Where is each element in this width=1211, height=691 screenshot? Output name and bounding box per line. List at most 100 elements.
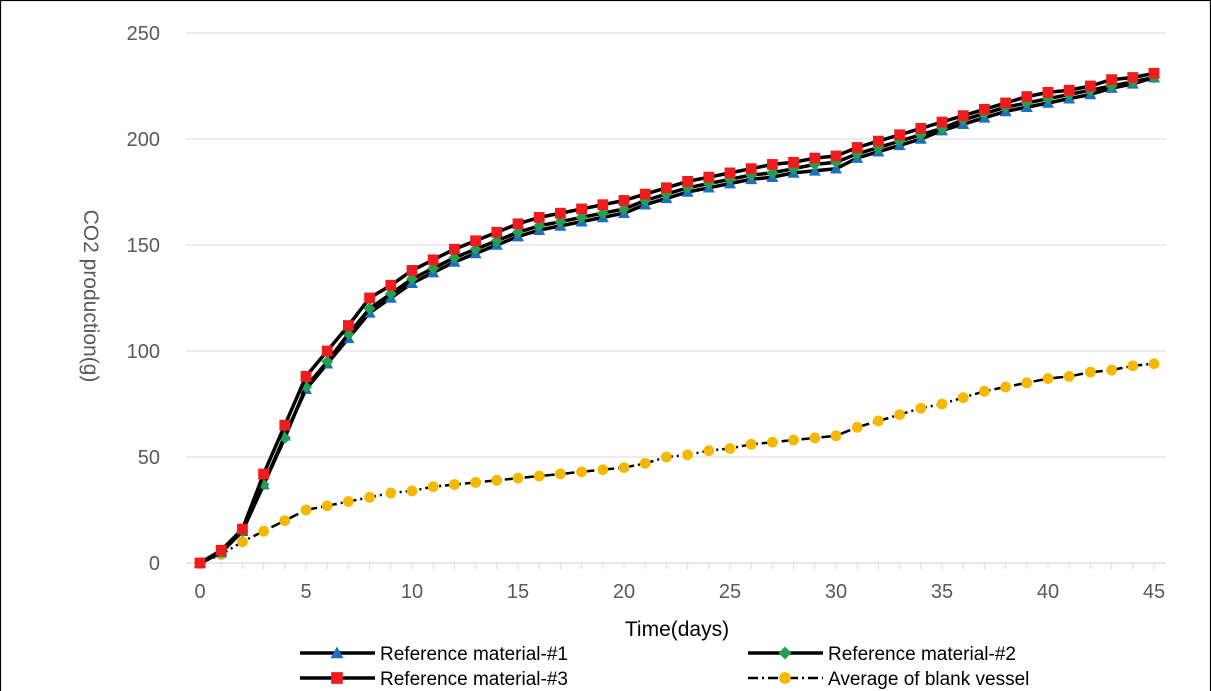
data-point-marker <box>788 156 799 168</box>
data-point-marker <box>724 167 736 179</box>
data-point-marker <box>894 129 905 141</box>
data-point-marker <box>300 504 312 516</box>
data-point-marker <box>915 402 927 414</box>
data-point-marker <box>470 477 481 488</box>
data-point-marker <box>406 272 418 285</box>
data-point-marker <box>321 500 333 512</box>
data-point-marker <box>215 544 227 556</box>
data-point-marker <box>745 163 757 175</box>
data-point-marker <box>979 103 990 115</box>
data-point-marker <box>618 202 630 215</box>
data-point-marker <box>1148 67 1160 79</box>
data-point-marker <box>576 203 587 215</box>
data-point-marker <box>661 182 672 194</box>
y-tick-label: 250 <box>127 23 160 45</box>
data-point-marker <box>894 409 905 420</box>
data-point-marker <box>788 434 799 446</box>
data-point-marker <box>1106 364 1117 376</box>
series-line <box>199 362 1155 565</box>
data-point-marker <box>639 188 651 200</box>
x-tick-label: 40 <box>1037 581 1059 603</box>
y-tick-label: 50 <box>138 447 160 469</box>
data-point-marker <box>1085 80 1096 92</box>
data-point-marker <box>1021 377 1033 389</box>
data-point-marker <box>406 485 418 497</box>
legend-label: Reference material-#2 <box>828 644 1016 665</box>
legend-item: Reference material-#3 <box>300 669 568 690</box>
data-point-marker <box>364 292 375 304</box>
data-point-marker <box>661 451 672 463</box>
legend-label: Reference material-#1 <box>380 644 568 665</box>
data-point-marker <box>936 398 948 410</box>
data-point-marker <box>343 496 354 507</box>
data-point-marker <box>936 116 948 128</box>
data-point-marker <box>1000 381 1011 393</box>
x-axis <box>186 562 1166 569</box>
data-point-marker <box>1042 86 1054 98</box>
legend-item: Reference material-#1 <box>300 644 568 665</box>
data-point-marker <box>682 449 693 461</box>
legend-swatch-marker <box>778 646 792 660</box>
legend-item: Average of blank vessel <box>748 669 1029 690</box>
data-point-marker <box>1000 97 1011 109</box>
data-point-marker <box>490 234 503 247</box>
data-point-marker <box>406 265 418 276</box>
data-point-marker <box>1085 366 1096 378</box>
data-point-marker <box>343 320 354 331</box>
series-line <box>199 75 1155 565</box>
data-point-marker <box>979 385 990 397</box>
data-point-marker <box>575 211 588 224</box>
data-point-marker <box>512 218 524 230</box>
data-point-marker <box>767 159 778 170</box>
data-point-marker <box>469 243 482 256</box>
data-point-marker <box>491 226 503 238</box>
data-point-marker <box>555 468 566 480</box>
data-point-marker <box>385 279 397 291</box>
data-point-marker <box>1148 358 1160 370</box>
legend-label: Reference material-#3 <box>380 669 568 690</box>
data-point-marker <box>1063 84 1075 96</box>
data-point-marker <box>258 468 269 480</box>
legend-item: Reference material-#2 <box>748 644 1016 665</box>
y-tick-label: 200 <box>127 129 160 151</box>
data-point-marker <box>809 152 821 164</box>
data-point-marker <box>703 171 715 183</box>
x-tick-label: 25 <box>719 581 741 603</box>
data-point-marker <box>576 466 587 478</box>
y-tick-label: 150 <box>127 235 160 257</box>
series-line <box>199 71 1155 565</box>
data-point-marker <box>1106 74 1117 86</box>
x-tick-label: 10 <box>401 581 423 603</box>
data-point-marker <box>449 243 460 255</box>
data-point-marker <box>194 557 206 569</box>
data-point-marker <box>745 438 757 450</box>
data-point-marker <box>470 235 481 247</box>
data-point-marker <box>724 443 736 454</box>
x-axis-title: Time(days) <box>625 618 729 641</box>
data-point-marker <box>385 487 397 499</box>
data-point-marker <box>300 371 312 382</box>
data-point-marker <box>915 123 927 134</box>
legend-label: Average of blank vessel <box>828 669 1029 690</box>
data-point-marker <box>363 302 376 315</box>
data-point-marker <box>851 142 863 153</box>
data-point-marker <box>533 219 546 232</box>
data-point-marker <box>639 457 651 469</box>
data-point-marker <box>618 462 630 473</box>
legend-swatch-marker <box>330 646 344 659</box>
data-point-marker <box>618 195 630 206</box>
data-point-marker <box>427 262 440 275</box>
data-point-marker <box>279 419 291 431</box>
data-point-marker <box>1063 371 1075 382</box>
data-point-marker <box>321 355 334 368</box>
legend-swatch-marker <box>779 672 791 684</box>
data-point-marker <box>873 415 884 427</box>
data-point-marker <box>703 445 715 457</box>
x-tick-label: 30 <box>825 581 847 603</box>
data-point-marker <box>830 150 842 162</box>
y-tick-label: 100 <box>127 341 160 363</box>
series-3 <box>194 67 1160 569</box>
data-point-marker <box>384 287 397 300</box>
y-tick-labels: 0 50 100 150 200 250 <box>127 23 160 575</box>
